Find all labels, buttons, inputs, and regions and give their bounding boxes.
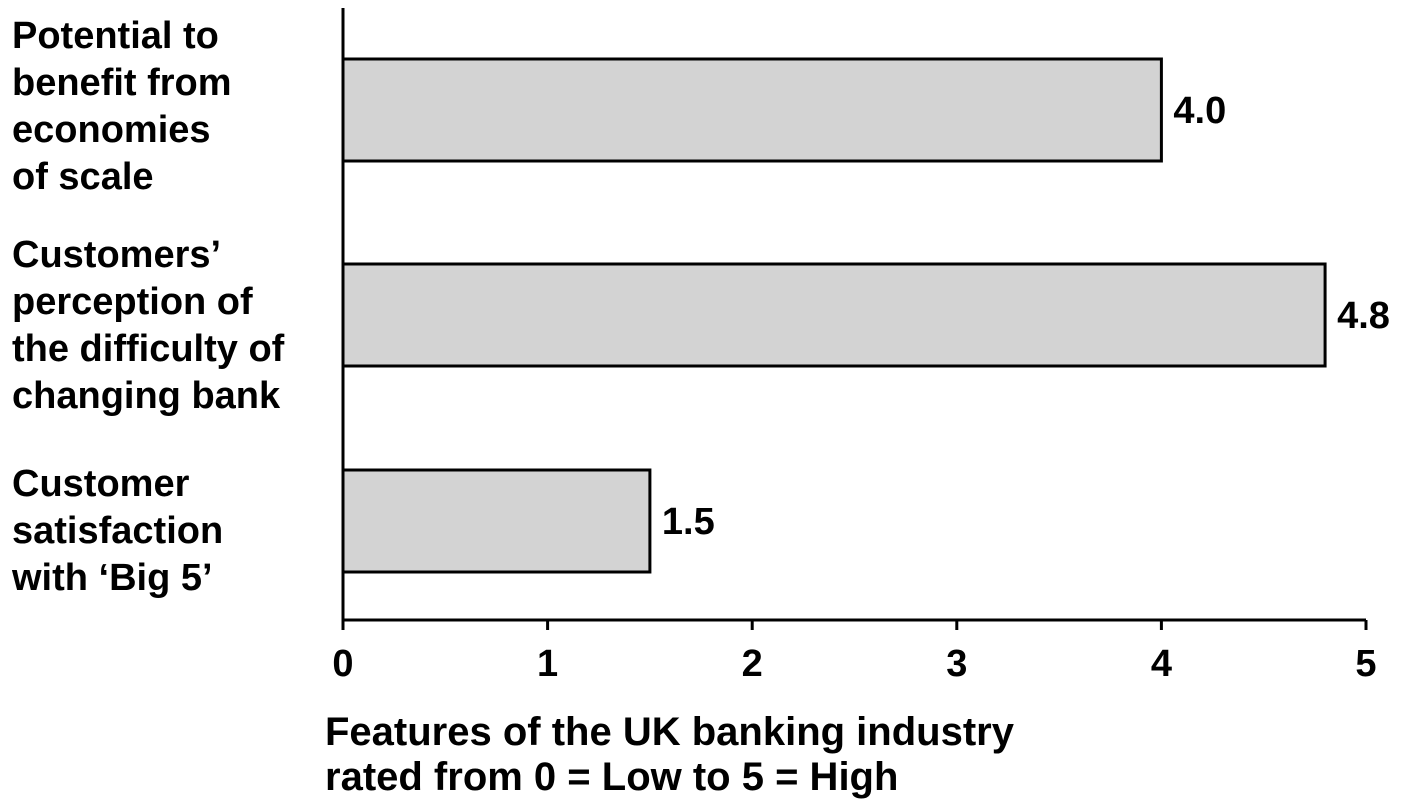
bar-1	[341, 57, 1163, 163]
value-label-2: 4.8	[1337, 295, 1390, 337]
bar-3	[341, 468, 652, 574]
category-label-2: Customers’ perception of the difficulty of…	[12, 234, 285, 417]
x-tick-label: 1	[537, 643, 558, 685]
value-label-1: 4.0	[1173, 90, 1226, 132]
x-axis-title-line: rated from 0 = Low to 5 = High	[325, 755, 898, 799]
category-label-line: Customer	[12, 463, 190, 505]
x-axis-title-text: Features of the UK banking industry rated…	[325, 710, 1015, 799]
category-labels: Potential to benefit from economies of scal…	[11, 15, 285, 599]
x-axis-title: Features of the UK banking industry rated…	[325, 710, 1015, 799]
x-tick-label: 5	[1355, 643, 1376, 685]
bars	[341, 57, 1327, 574]
category-label-line: changing bank	[12, 375, 281, 417]
x-tick-label: 3	[946, 643, 967, 685]
x-axis-title-line: Features of the UK banking industry	[325, 710, 1015, 754]
category-label-line: with ‘Big 5’	[11, 557, 213, 599]
category-label-3: Customer satisfaction with ‘Big 5’	[11, 463, 223, 599]
category-label-line: Potential to	[12, 15, 219, 57]
category-label-line: perception of	[12, 281, 253, 323]
value-labels: 4.0 4.8 1.5	[662, 90, 1390, 543]
x-tick-label: 4	[1151, 643, 1172, 685]
category-label-line: economies	[12, 109, 211, 151]
value-label-3: 1.5	[662, 501, 715, 543]
bar-2	[341, 262, 1327, 368]
category-label-line: benefit from	[12, 62, 232, 104]
x-axis-ticks: 0 1 2 3 4 5	[332, 620, 1377, 685]
axes	[341, 8, 1366, 630]
category-label-line: Customers’	[12, 234, 221, 276]
category-label-1: Potential to benefit from economies of scal…	[12, 15, 232, 198]
category-label-line: the difficulty of	[12, 328, 285, 370]
x-tick-label: 2	[742, 643, 763, 685]
x-tick-label: 0	[332, 643, 353, 685]
category-label-line: satisfaction	[12, 510, 223, 552]
category-label-line: of scale	[12, 156, 154, 198]
